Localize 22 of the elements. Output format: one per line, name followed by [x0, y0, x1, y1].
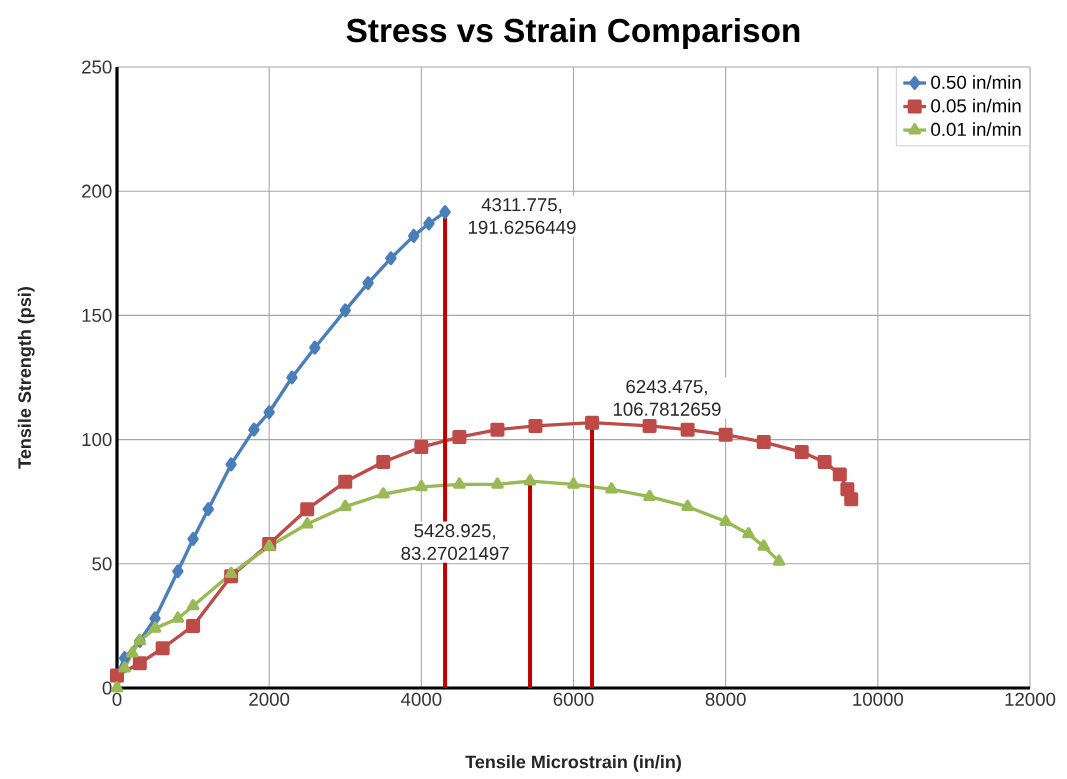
y-tick-label: 250	[82, 60, 112, 74]
x-axis-title: Tensile Microstrain (in/in)	[465, 755, 681, 772]
annotation: 5428.925, 83.27021497	[401, 524, 509, 560]
y-tick-label: 50	[92, 557, 112, 571]
x-tick-label: 10000	[853, 692, 904, 706]
legend-label: 0.50 in/min	[931, 75, 1021, 89]
x-tick-label: 6000	[553, 692, 594, 706]
legend-label: 0.01 in/min	[931, 122, 1021, 137]
y-tick-label: 0	[102, 681, 112, 695]
annotation: 6243.475, 106.7812659	[613, 379, 721, 416]
y-tick-label: 150	[82, 308, 112, 323]
chart-title: Stress vs Strain Comparison	[346, 17, 800, 49]
x-tick-label: 0	[112, 692, 122, 706]
y-tick-label: 100	[82, 432, 112, 447]
legend-label: 0.05 in/min	[931, 98, 1021, 113]
x-tick-label: 4000	[400, 692, 442, 706]
y-tick-label: 200	[82, 184, 112, 198]
annotation: 4311.775, 191.6256449	[468, 198, 576, 234]
x-tick-label: 8000	[705, 692, 746, 706]
y-axis-title: Tensile Strength (psi)	[17, 287, 35, 469]
x-tick-label: 2000	[249, 692, 290, 706]
x-tick-label: 12000	[1005, 692, 1056, 706]
